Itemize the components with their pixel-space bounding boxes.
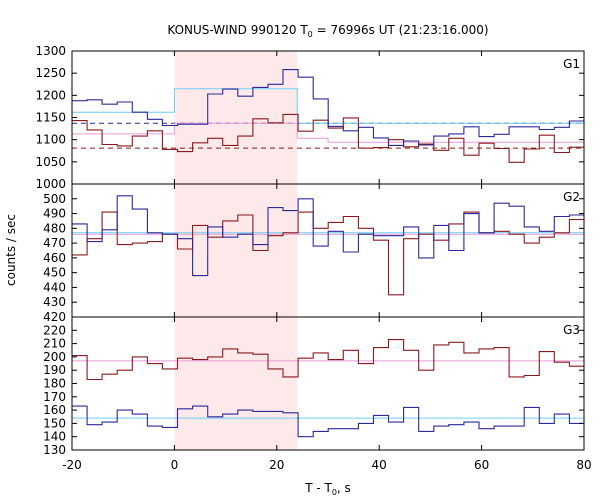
red-series-line — [72, 339, 584, 381]
x-tick-label: 0 — [171, 458, 179, 472]
y-tick-label: 220 — [43, 323, 66, 337]
y-tick-label: 130 — [43, 443, 66, 457]
red-series-line — [72, 113, 584, 163]
y-tick-label: 1300 — [35, 44, 66, 58]
plot-area: 1000105011001150120012501300G14204304404… — [35, 44, 591, 472]
y-tick-label: 210 — [43, 337, 66, 351]
y-tick-label: 420 — [43, 310, 66, 324]
red-series-line — [72, 211, 584, 296]
y-tick-label: 500 — [43, 192, 66, 206]
x-tick-label: 40 — [372, 458, 387, 472]
x-tick-label: 60 — [474, 458, 489, 472]
y-tick-label: 480 — [43, 221, 66, 235]
y-tick-label: 450 — [43, 266, 66, 280]
y-axis-label: counts / sec — [4, 214, 18, 286]
chart-title: KONUS-WIND 990120 T0 = 76996s UT (21:23:… — [167, 23, 488, 39]
y-tick-label: 490 — [43, 207, 66, 221]
y-tick-label: 440 — [43, 280, 66, 294]
panel-label: G1 — [563, 57, 580, 71]
pink-level-line — [72, 122, 584, 143]
y-tick-label: 180 — [43, 377, 66, 391]
y-tick-label: 430 — [43, 295, 66, 309]
y-tick-label: 170 — [43, 390, 66, 404]
y-tick-label: 1100 — [35, 133, 66, 147]
panel-label: G2 — [563, 190, 580, 204]
y-tick-label: 1150 — [35, 111, 66, 125]
x-tick-label: 20 — [269, 458, 284, 472]
source-interval-shade — [174, 51, 298, 450]
panel-frame — [71, 183, 585, 318]
panel-g1: 1000 1050 1100 1150 1200 1250 1300 G1 — [35, 44, 585, 191]
y-tick-label: 190 — [43, 363, 66, 377]
blue-series-line — [72, 195, 584, 277]
panel-label: G3 — [563, 323, 580, 337]
y-tick-label: 1050 — [35, 155, 66, 169]
x-axis-label: T - T0, s — [304, 481, 351, 497]
y-tick-label: 160 — [43, 403, 66, 417]
blue-series-line — [72, 405, 584, 438]
y-tick-label: 140 — [43, 430, 66, 444]
y-tick-label: 460 — [43, 251, 66, 265]
x-tick-label: -20 — [62, 458, 82, 472]
y-tick-label: 1000 — [35, 177, 66, 191]
y-tick-label: 470 — [43, 236, 66, 250]
y-tick-label: 200 — [43, 350, 66, 364]
y-tick-label: 1200 — [35, 88, 66, 102]
y-tick-label: 1250 — [35, 66, 66, 80]
blue-series-line — [72, 69, 584, 146]
x-tick-label: 80 — [576, 458, 591, 472]
y-tick-label: 150 — [43, 416, 66, 430]
